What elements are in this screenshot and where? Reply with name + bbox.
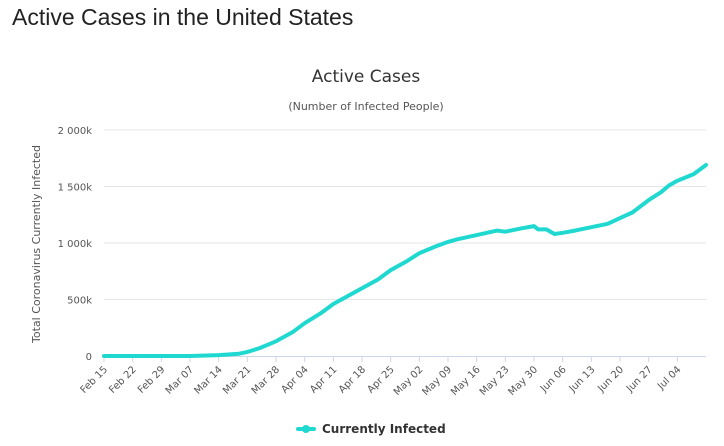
x-tick-label: Jul 04 — [655, 364, 683, 392]
y-tick-label: 1 000k — [58, 239, 93, 250]
x-tick-label: May 23 — [478, 364, 512, 398]
series-line-currently-infected[interactable] — [102, 163, 708, 358]
x-tick-label: Apr 18 — [337, 364, 368, 395]
y-tick-label: 2 000k — [58, 126, 93, 137]
x-tick-label: May 30 — [506, 364, 540, 398]
legend-item-currently-infected[interactable]: Currently Infected — [322, 422, 446, 436]
x-tick-label: Mar 14 — [192, 364, 224, 396]
x-tick-label: Mar 21 — [221, 364, 253, 396]
x-tick-label: Feb 15 — [79, 364, 111, 396]
x-tick-label: Jun 20 — [595, 364, 626, 395]
y-axis-label: Total Coronavirus Currently Infected — [30, 145, 43, 344]
x-tick-label: May 16 — [449, 364, 483, 398]
x-tick-label: Jun 27 — [624, 364, 655, 395]
y-tick-label: 0 — [86, 352, 92, 363]
x-tick-label: Apr 11 — [308, 364, 339, 395]
legend-marker-icon — [302, 425, 310, 433]
x-tick-label: Apr 04 — [280, 364, 311, 395]
chart-subtitle: (Number of Infected People) — [288, 100, 443, 113]
x-tick-label: May 02 — [392, 364, 426, 398]
legend[interactable]: Currently Infected — [296, 422, 446, 436]
y-tick-label: 500k — [67, 296, 92, 307]
page-heading: Active Cases in the United States — [12, 4, 354, 30]
x-tick-label: Feb 22 — [107, 364, 139, 396]
x-tick-label: May 09 — [420, 364, 454, 398]
series-group — [102, 163, 708, 358]
x-tick-label: Jun 06 — [538, 364, 569, 395]
x-tick-label: Mar 07 — [164, 364, 196, 396]
y-axis-ticks: 0 500k 1 000k 1 500k 2 000k — [58, 126, 93, 363]
chart-title: Active Cases — [312, 67, 421, 87]
x-tick-label: Feb 29 — [136, 364, 168, 396]
y-tick-label: 1 500k — [58, 183, 93, 194]
x-tick-label: Jun 13 — [567, 364, 598, 395]
x-tick-label: Mar 28 — [250, 364, 282, 396]
gridlines — [104, 129, 706, 300]
